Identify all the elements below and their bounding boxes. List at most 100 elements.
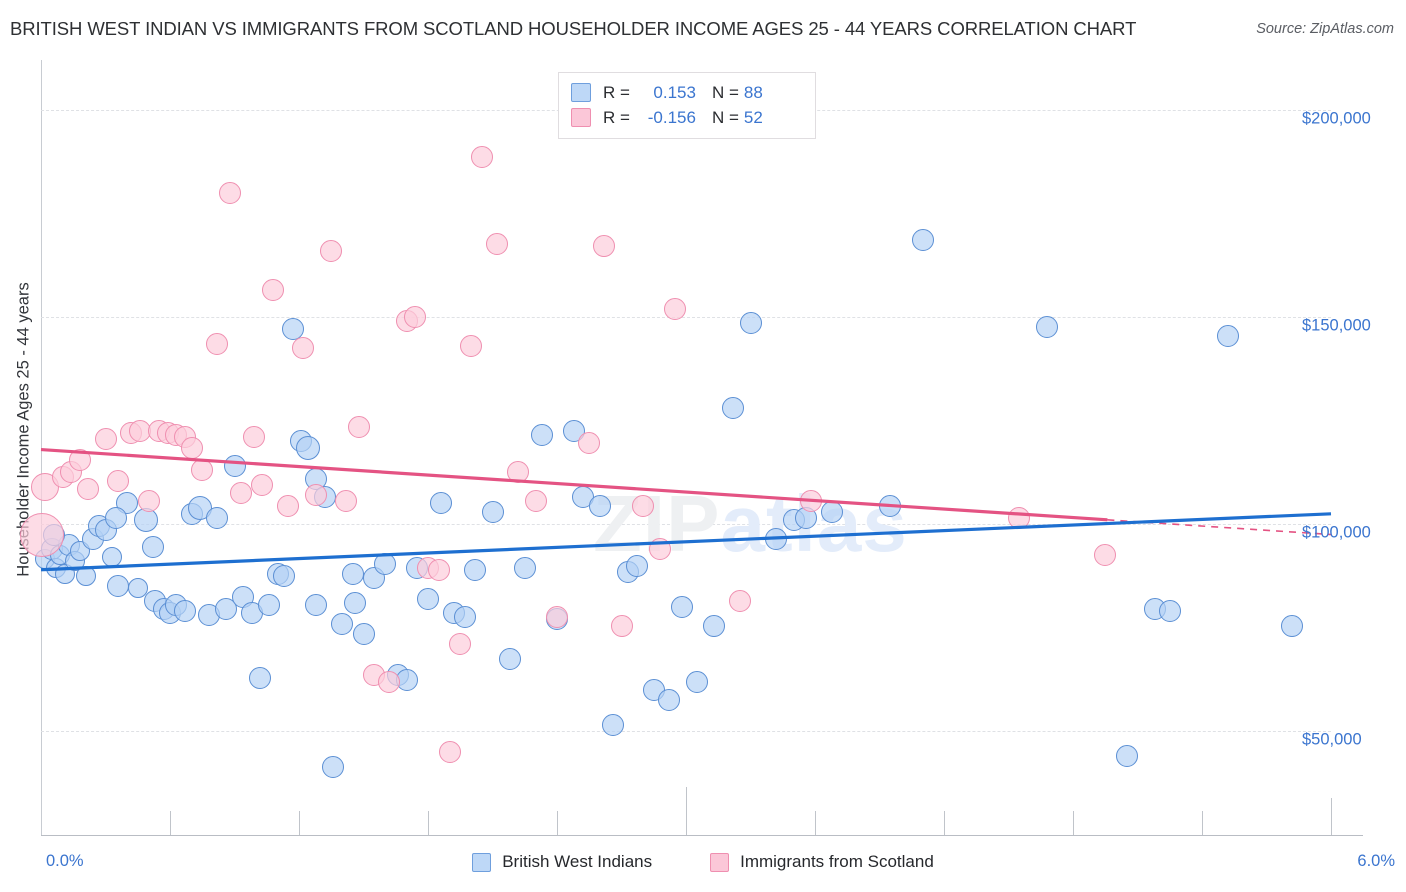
data-point-pink[interactable] — [68, 448, 91, 471]
data-point-pink[interactable] — [206, 332, 229, 355]
data-point-blue[interactable] — [589, 494, 611, 517]
data-point-pink[interactable] — [593, 235, 616, 258]
data-point-blue[interactable] — [343, 591, 366, 614]
data-point-pink[interactable] — [320, 239, 343, 262]
data-point-pink[interactable] — [546, 606, 568, 629]
data-point-pink[interactable] — [460, 334, 482, 357]
x-axis-tick — [428, 811, 429, 835]
data-point-blue[interactable] — [657, 689, 680, 712]
data-point-blue[interactable] — [257, 593, 280, 616]
data-point-blue[interactable] — [601, 714, 624, 737]
data-point-blue[interactable] — [214, 598, 237, 621]
source-label: Source: ZipAtlas.com — [1256, 21, 1394, 37]
y-axis-tick-label: $150,000 — [1302, 316, 1371, 335]
data-point-pink[interactable] — [1094, 544, 1117, 567]
data-point-pink[interactable] — [277, 494, 300, 517]
data-point-blue[interactable] — [105, 506, 128, 529]
data-point-blue[interactable] — [249, 666, 272, 689]
data-point-blue[interactable] — [322, 755, 345, 778]
gridline — [41, 731, 1331, 733]
data-point-pink[interactable] — [507, 461, 530, 484]
pink-n-value: 52 — [743, 107, 763, 127]
data-point-blue[interactable] — [702, 614, 725, 637]
data-point-pink[interactable] — [438, 741, 461, 764]
data-point-pink[interactable] — [219, 181, 242, 204]
legend-item-immigrants-from-scotland[interactable]: Immigrants from Scotland — [710, 852, 934, 872]
data-point-blue[interactable] — [1115, 745, 1138, 768]
data-point-pink[interactable] — [94, 428, 117, 451]
pink-series-swatch-icon — [571, 108, 591, 127]
y-axis-tick-label: $200,000 — [1302, 109, 1371, 128]
data-point-blue[interactable] — [685, 670, 708, 693]
data-point-pink[interactable] — [485, 233, 508, 256]
data-point-blue[interactable] — [670, 596, 693, 619]
data-point-blue[interactable] — [464, 558, 487, 581]
data-point-blue[interactable] — [625, 554, 648, 577]
data-point-blue[interactable] — [141, 535, 164, 558]
stats-row-pink: R = -0.156 N = 52 — [571, 105, 805, 130]
series-legend: British West Indians Immigrants from Sco… — [0, 852, 1406, 872]
data-point-pink[interactable] — [378, 670, 401, 693]
x-axis-min-label: 0.0% — [46, 852, 84, 870]
data-point-pink[interactable] — [449, 633, 472, 656]
data-point-blue[interactable] — [1216, 324, 1239, 347]
data-point-pink[interactable] — [262, 279, 285, 301]
data-point-blue[interactable] — [481, 500, 504, 523]
data-point-pink[interactable] — [292, 337, 315, 360]
pink-n-key: N = — [711, 107, 739, 127]
data-point-blue[interactable] — [206, 506, 229, 529]
data-point-pink[interactable] — [470, 146, 493, 169]
x-axis-tick — [1331, 798, 1332, 835]
data-point-blue[interactable] — [352, 622, 375, 645]
data-point-pink[interactable] — [578, 432, 601, 455]
data-point-blue[interactable] — [1036, 316, 1059, 339]
data-point-pink[interactable] — [20, 512, 65, 557]
data-point-pink[interactable] — [77, 477, 100, 500]
data-point-pink[interactable] — [229, 482, 252, 505]
data-point-pink[interactable] — [348, 415, 371, 438]
plot-area: ZIPatlas — [20, 60, 1332, 835]
data-point-blue[interactable] — [272, 564, 295, 587]
data-point-blue[interactable] — [498, 647, 521, 670]
pink-trend-line — [40, 447, 1108, 522]
data-point-blue[interactable] — [127, 578, 148, 599]
data-point-blue[interactable] — [911, 229, 934, 252]
pink-r-key: R = — [603, 107, 630, 127]
data-point-pink[interactable] — [251, 473, 274, 496]
data-point-pink[interactable] — [427, 558, 450, 581]
x-axis-tick — [1073, 811, 1074, 835]
data-point-blue[interactable] — [417, 587, 439, 610]
data-point-pink[interactable] — [404, 305, 427, 328]
data-point-blue[interactable] — [1281, 614, 1304, 637]
data-point-blue[interactable] — [374, 552, 396, 575]
data-point-blue[interactable] — [295, 435, 320, 460]
data-point-blue[interactable] — [1158, 600, 1181, 623]
data-point-blue[interactable] — [174, 600, 197, 623]
data-point-blue[interactable] — [429, 492, 452, 515]
data-point-pink[interactable] — [664, 297, 687, 320]
data-point-blue[interactable] — [739, 312, 762, 335]
data-point-pink[interactable] — [242, 426, 265, 449]
data-point-blue[interactable] — [722, 397, 745, 420]
pink-r-value: -0.156 — [647, 107, 696, 127]
data-point-pink[interactable] — [728, 589, 751, 612]
data-point-blue[interactable] — [281, 318, 304, 341]
data-point-blue[interactable] — [530, 424, 553, 447]
y-axis-tick-label: $50,000 — [1302, 730, 1362, 749]
data-point-pink[interactable] — [632, 494, 654, 517]
data-point-blue[interactable] — [305, 593, 328, 616]
data-point-blue[interactable] — [453, 606, 476, 629]
data-point-pink[interactable] — [305, 484, 328, 507]
data-point-pink[interactable] — [610, 614, 633, 637]
data-point-pink[interactable] — [107, 469, 130, 492]
data-point-pink[interactable] — [137, 490, 160, 513]
data-point-pink[interactable] — [335, 490, 358, 513]
blue-r-value: 0.153 — [653, 82, 696, 102]
data-point-pink[interactable] — [524, 490, 547, 513]
x-axis-tick — [686, 787, 687, 835]
data-point-blue[interactable] — [513, 556, 536, 579]
legend-item-british-west-indians[interactable]: British West Indians — [472, 852, 652, 872]
data-point-blue[interactable] — [331, 612, 353, 635]
gridline — [41, 524, 1331, 526]
